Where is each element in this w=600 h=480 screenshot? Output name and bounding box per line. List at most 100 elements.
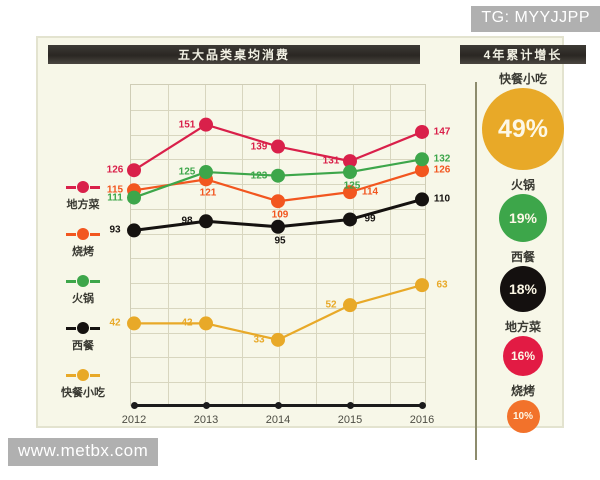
legend-label: 烧烤 [72,246,94,258]
legend-label: 快餐小吃 [61,387,105,399]
series-point [415,278,429,293]
legend-line-right [90,232,100,236]
gridline-horizontal [131,258,425,259]
x-axis-tick-label: 2016 [409,414,435,426]
data-label: 131 [322,155,340,167]
gridline-horizontal [131,135,425,136]
growth-label: 烧烤 [510,384,535,398]
infographic-card [36,36,564,460]
legend-dot [77,369,89,381]
series-point [271,219,285,234]
legend-item-2[interactable]: 火锅 [46,274,120,306]
data-label: 110 [433,193,451,205]
gridline-vertical [242,85,243,405]
series-point [271,139,285,154]
data-label: 98 [181,215,193,227]
legend-line-left [66,326,76,330]
series-point [343,185,357,200]
data-label: 115 [106,184,124,196]
growth-item-3: 地方菜 16% [448,318,598,376]
legend-line-right [90,326,100,330]
data-label: 123 [250,170,268,182]
data-label: 52 [325,299,337,311]
gridline-vertical [353,85,354,405]
gridline-horizontal [131,209,425,210]
legend-marker-icon [46,180,120,194]
x-axis-tick-dot [346,402,354,409]
legend-line-left [66,373,76,377]
growth-bubble: 16% [503,336,543,376]
data-label: 99 [364,213,376,225]
series-point [343,154,357,169]
gridline-horizontal [131,234,425,235]
gridline-horizontal [131,110,425,111]
series-point [343,165,357,180]
series-point [127,316,141,331]
growth-label: 快餐小吃 [498,72,547,86]
data-label: 126 [433,164,451,176]
series-point [271,168,285,183]
gridline-horizontal [131,184,425,185]
series-point [415,152,429,167]
growth-label: 西餐 [510,250,535,264]
legend-line-right [90,373,100,377]
telegram-watermark: TG: MYYJJPP [471,6,600,32]
legend-line-left [66,279,76,283]
gridline-vertical [390,85,391,405]
gridline-horizontal [131,159,425,160]
data-label: 95 [274,235,286,247]
panel-divider [475,82,477,460]
chart-legend: 地方菜烧烤火锅西餐快餐小吃 [46,180,120,415]
data-label: 147 [433,126,451,138]
legend-marker-icon [46,368,120,382]
data-label: 93 [109,224,121,236]
series-point [271,194,285,209]
data-label: 42 [109,317,121,329]
x-axis-tick-label: 2012 [121,414,147,426]
data-label: 132 [433,153,451,165]
growth-label: 地方菜 [504,320,541,334]
data-label: 125 [343,180,361,192]
left-panel-title: 五大品类桌均消费 [48,45,420,64]
legend-item-0[interactable]: 地方菜 [46,180,120,212]
data-label: 114 [361,186,379,198]
legend-dot [77,275,89,287]
x-axis-tick-dot [274,402,282,409]
legend-dot [77,322,89,334]
series-point [127,190,141,205]
x-axis-tick-label: 2015 [337,414,363,426]
x-axis-tick-dot [130,402,138,409]
legend-label: 地方菜 [66,199,100,211]
legend-line-left [66,185,76,189]
legend-item-4[interactable]: 快餐小吃 [46,368,120,400]
series-point [415,124,429,139]
gridline-horizontal [131,308,425,309]
series-point [343,298,357,313]
x-axis-tick-label: 2014 [265,414,291,426]
data-label: 139 [250,141,268,153]
growth-bubble: 49% [482,88,564,170]
x-axis-tick-label: 2013 [193,414,219,426]
right-panel-title: 4年累计增长 [460,45,586,64]
gridline-vertical [316,85,317,405]
growth-bubble: 19% [499,194,547,242]
data-label: 125 [178,166,196,178]
gridline-vertical [205,85,206,405]
data-label: 109 [271,209,289,221]
chart-series-layer [127,117,429,347]
series-point [271,332,285,347]
growth-bubble-list: 快餐小吃 49% 火锅 19% 西餐 18% 地方菜 16% 烧烤 10% [448,70,598,439]
gridline-horizontal [131,357,425,358]
legend-marker-icon [46,321,120,335]
series-point [415,192,429,207]
legend-label: 火锅 [72,293,94,305]
data-label: 151 [178,119,196,131]
growth-item-1: 火锅 19% [448,176,598,242]
series-point [343,212,357,227]
legend-dot [77,228,89,240]
series-point [199,214,213,229]
legend-item-1[interactable]: 烧烤 [46,227,120,259]
legend-item-3[interactable]: 西餐 [46,321,120,353]
data-label: 126 [106,164,124,176]
data-label: 42 [181,317,193,329]
